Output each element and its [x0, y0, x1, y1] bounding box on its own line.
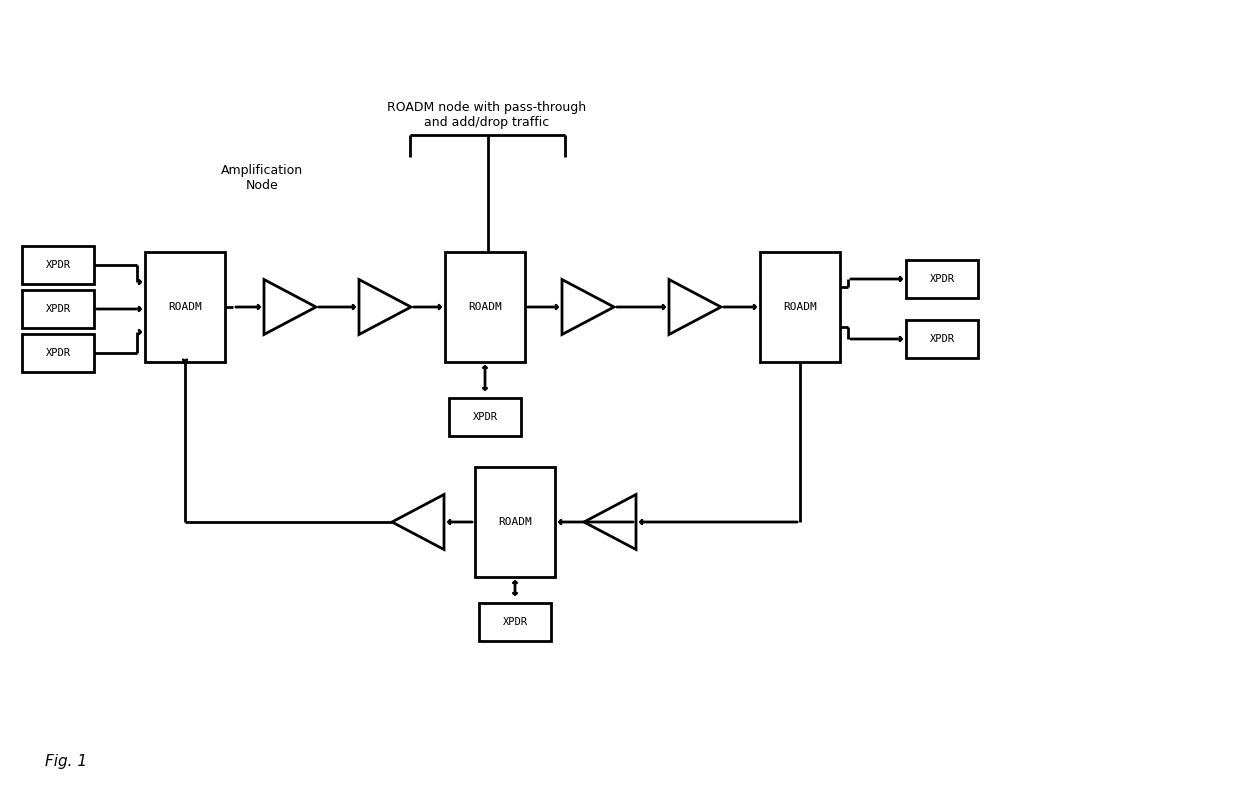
Text: XPDR: XPDR — [930, 334, 955, 344]
Text: ROADM: ROADM — [169, 302, 202, 312]
Text: ROADM: ROADM — [469, 302, 502, 312]
Polygon shape — [670, 279, 720, 334]
Text: XPDR: XPDR — [502, 617, 527, 627]
Bar — [475, 467, 556, 577]
Text: ROADM: ROADM — [784, 302, 817, 312]
Polygon shape — [360, 279, 410, 334]
Polygon shape — [584, 495, 636, 550]
Text: XPDR: XPDR — [472, 412, 497, 422]
Text: Fig. 1: Fig. 1 — [45, 754, 87, 769]
Polygon shape — [392, 495, 444, 550]
Bar — [449, 398, 521, 436]
Bar — [22, 334, 94, 372]
Text: Amplification
Node: Amplification Node — [221, 164, 303, 192]
Bar — [445, 252, 525, 362]
Text: ROADM node with pass-through
and add/drop traffic: ROADM node with pass-through and add/dro… — [387, 101, 587, 129]
Bar — [479, 603, 551, 641]
Text: XPDR: XPDR — [46, 348, 71, 358]
Text: XPDR: XPDR — [930, 274, 955, 284]
Bar — [906, 320, 978, 358]
Polygon shape — [562, 279, 614, 334]
Bar — [145, 252, 224, 362]
Text: ROADM: ROADM — [498, 517, 532, 527]
Text: XPDR: XPDR — [46, 304, 71, 314]
Bar — [906, 260, 978, 298]
Bar — [760, 252, 839, 362]
Text: XPDR: XPDR — [46, 260, 71, 270]
Bar — [22, 246, 94, 284]
Polygon shape — [264, 279, 316, 334]
Bar — [22, 290, 94, 328]
